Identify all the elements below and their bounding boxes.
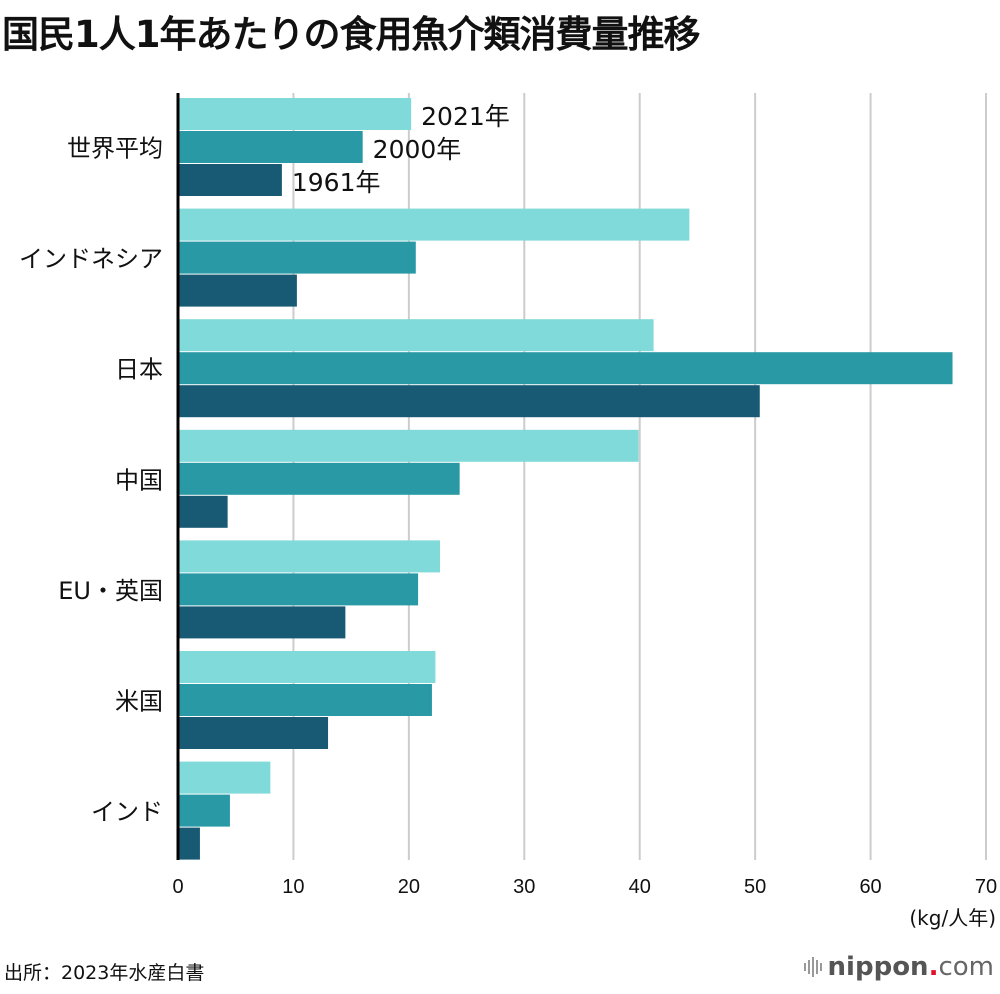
bar-2021年 [178,761,271,794]
bar-1961年 [178,164,282,196]
bar-2000年 [178,684,432,716]
x-tick-label: 70 [975,876,997,898]
nippon-logo: nippon.com [803,952,994,982]
x-tick-label: 20 [398,876,420,898]
category-label: EU・英国 [58,577,163,605]
x-tick-label: 10 [282,876,304,898]
x-axis-unit-label: (kg/人年) [909,906,996,930]
category-label: 中国 [115,466,163,494]
x-tick-label: 40 [629,876,651,898]
x-tick-label: 50 [744,876,766,898]
category-label: インドネシア [19,245,163,273]
bar-1961年 [178,274,297,307]
series-label: 2000年 [373,135,462,164]
bar-2000年 [178,462,460,495]
bar-1961年 [178,606,346,639]
bar-2021年 [178,429,639,462]
bar-2021年 [178,540,441,573]
category-label: 日本 [115,356,163,384]
bar-2000年 [178,131,363,163]
chart-title: 国民1人1年あたりの食用魚介類消費量推移 [2,13,700,56]
bar-2000年 [178,573,419,606]
category-label: インド [91,798,163,826]
bar-2021年 [178,98,412,130]
category-label: 米国 [115,688,163,716]
category-label: 世界平均 [67,135,163,163]
bar-1961年 [178,717,329,749]
bar-1961年 [178,827,200,860]
bar-2021年 [178,651,436,683]
bar-1961年 [178,385,760,418]
bar-2000年 [178,794,230,827]
bar-2021年 [178,208,690,241]
x-tick-label: 30 [513,876,535,898]
bar-2000年 [178,352,953,385]
series-label: 2021年 [421,102,510,131]
bar-2000年 [178,241,416,274]
sound-wave-icon [803,957,822,977]
source-note: 出所：2023年水産白書 [4,962,205,984]
bar-1961年 [178,495,228,528]
x-tick-label: 0 [172,876,183,898]
bar-2021年 [178,319,654,352]
logo-text: nippon.com [827,952,994,982]
series-label: 1961年 [292,168,381,197]
x-tick-label: 60 [859,876,881,898]
